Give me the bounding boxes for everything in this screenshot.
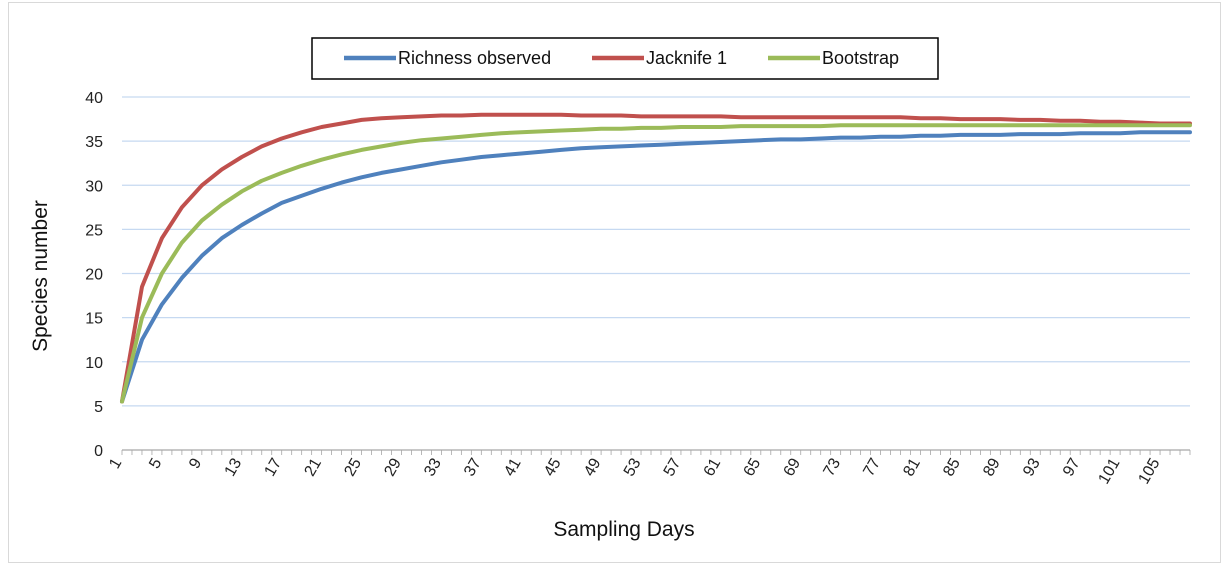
y-axis-title: Species number	[29, 200, 52, 352]
x-tick-label: 85	[940, 455, 964, 479]
x-tick-label: 57	[661, 455, 685, 479]
x-tick-label: 77	[860, 455, 884, 479]
legend-label-bootstrap: Bootstrap	[822, 48, 899, 68]
series-line-jacknife-1	[120, 112, 1192, 404]
series-lines	[120, 112, 1192, 404]
legend: Richness observed Jacknife 1 Bootstrap	[311, 37, 939, 80]
x-tick-label: 65	[741, 455, 765, 479]
x-tick-label: 61	[701, 455, 725, 479]
chart-border	[8, 2, 1221, 563]
x-tick-label: 97	[1060, 455, 1084, 479]
x-tick-label: 13	[222, 455, 246, 479]
x-tick-label: 53	[621, 455, 645, 479]
legend-label-jacknife-1: Jacknife 1	[646, 48, 727, 68]
x-tick-label: 45	[541, 455, 565, 479]
x-tick-label: 73	[820, 455, 844, 479]
x-tick-label: 81	[900, 455, 924, 479]
x-tick-label: 89	[980, 455, 1004, 479]
y-tick-label: 5	[94, 399, 103, 416]
y-tick-label: 20	[85, 267, 103, 284]
y-tick-label: 40	[85, 90, 103, 107]
x-tick-label: 41	[501, 455, 525, 479]
x-tick-label: 93	[1020, 455, 1044, 479]
x-tick-label: 69	[781, 455, 805, 479]
y-tick-label: 15	[85, 311, 103, 328]
y-tick-label: 30	[85, 178, 103, 195]
x-tick-label: 29	[381, 455, 405, 479]
series-line-bootstrap	[120, 123, 1192, 404]
y-tick-label: 10	[85, 355, 103, 372]
x-tick-label: 49	[581, 455, 605, 479]
y-tick-label: 25	[85, 222, 103, 239]
legend-label-richness-observed: Richness observed	[398, 48, 551, 68]
y-tick-label: 0	[94, 443, 103, 460]
x-tick-label: 37	[461, 455, 485, 479]
gridlines	[122, 96, 1190, 407]
x-tick-label: 17	[262, 455, 286, 479]
x-tick-label: 21	[301, 455, 325, 479]
x-tick-label: 33	[421, 455, 445, 479]
series-line-richness-observed	[120, 130, 1192, 404]
x-axis-title: Sampling Days	[553, 518, 694, 541]
y-tick-label: 35	[85, 134, 103, 151]
x-tick-label: 25	[341, 455, 365, 479]
